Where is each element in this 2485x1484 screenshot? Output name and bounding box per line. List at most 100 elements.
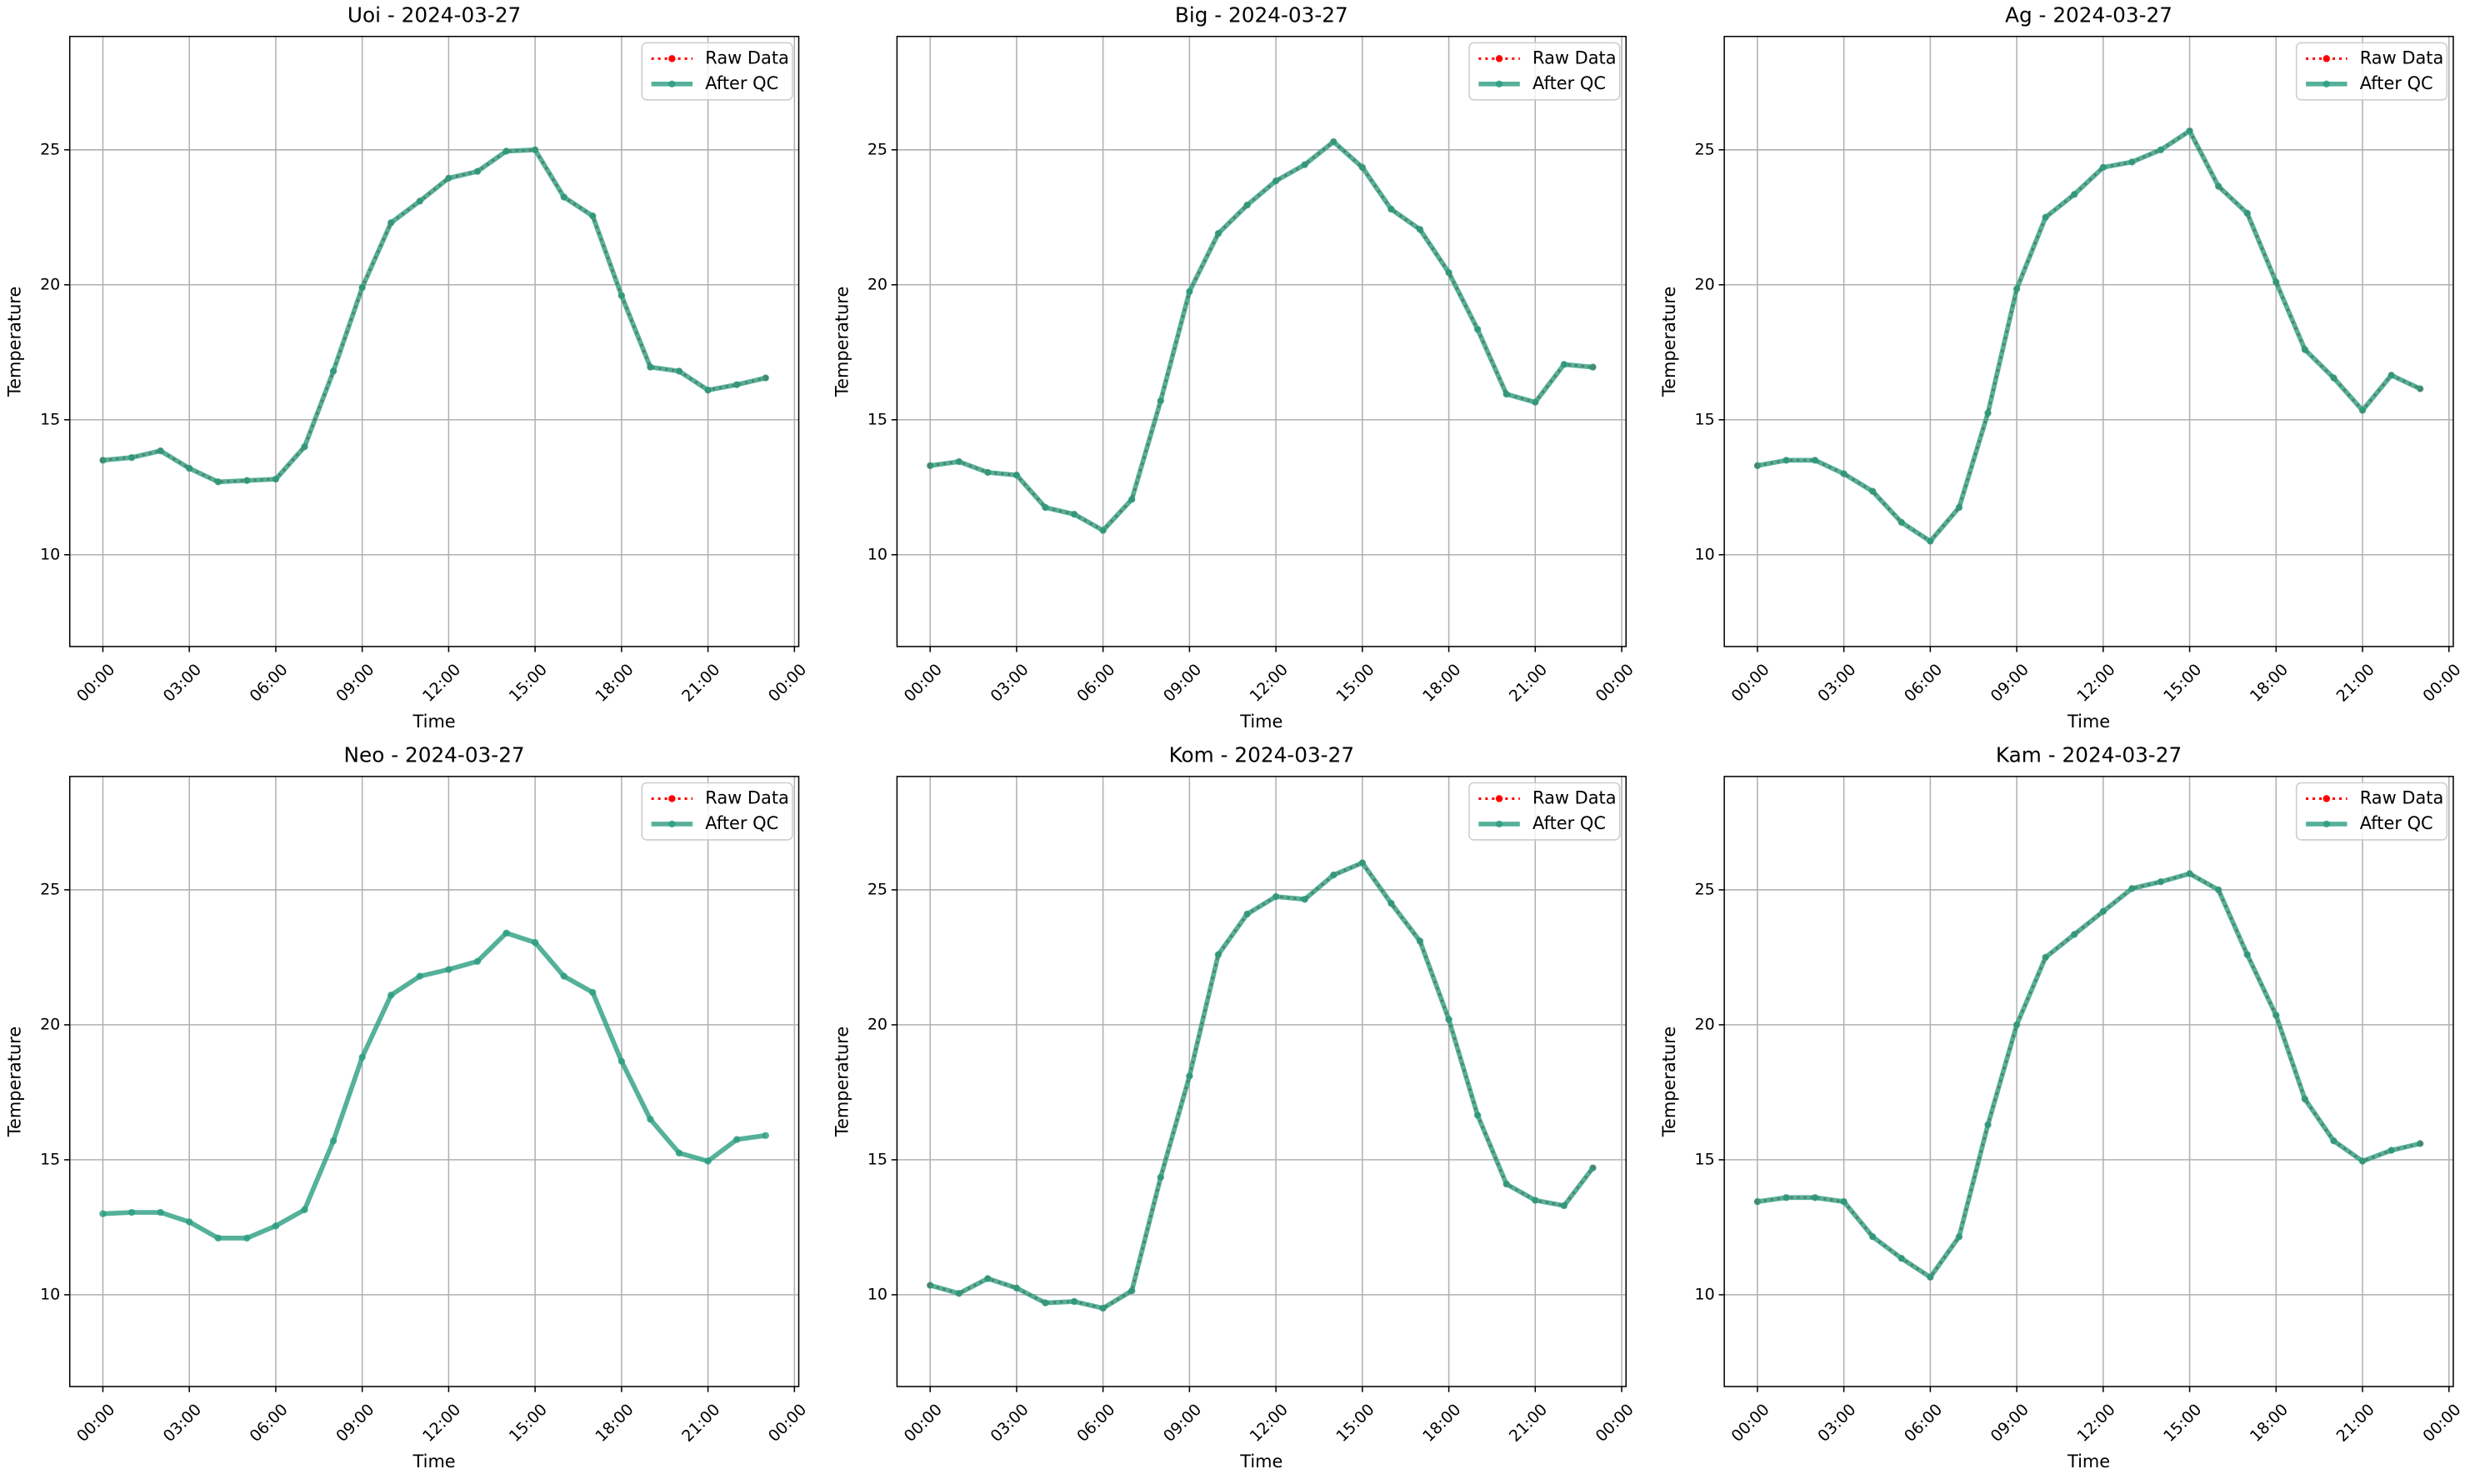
x-tick-label: 03:00 (160, 661, 205, 706)
y-axis-label: Temperature (832, 287, 852, 397)
x-tick-label: 18:00 (592, 661, 637, 706)
data-point (1388, 205, 1395, 213)
data-point (99, 457, 107, 464)
data-point (1445, 269, 1452, 277)
subplot-title: Kom - 2024-03-27 (1169, 743, 1354, 767)
plot-frame (1723, 776, 2454, 1387)
data-point (214, 478, 222, 486)
plot-frame (896, 35, 1627, 647)
data-point (1272, 892, 1280, 901)
x-tick-label: 00:00 (765, 661, 810, 706)
data-point (704, 386, 712, 394)
y-tick-label: 10 (868, 1285, 888, 1303)
legend-label: After QC (1532, 813, 1606, 833)
data-point (560, 193, 568, 201)
y-tick-label: 15 (1695, 1150, 1715, 1168)
subplot-title: Kam - 2024-03-27 (1996, 743, 2182, 767)
data-point (762, 1132, 769, 1139)
x-tick-label: 21:00 (1506, 1401, 1551, 1446)
data-point (2012, 1021, 2021, 1029)
x-tick-label: 15:00 (1332, 661, 1378, 706)
data-point (1782, 457, 1790, 464)
data-point (955, 457, 962, 466)
plot-frame (68, 776, 800, 1387)
x-tick-label: 06:00 (1901, 1401, 1946, 1446)
data-point (762, 374, 769, 382)
data-point (243, 1234, 251, 1242)
subplot-title: Ag - 2024-03-27 (2005, 3, 2172, 27)
data-line (929, 139, 1593, 533)
data-point (1243, 910, 1251, 918)
data-point (243, 477, 251, 484)
data-point (2330, 1137, 2338, 1145)
data-point (1301, 161, 1308, 168)
x-tick-label: 00:00 (765, 1401, 810, 1446)
data-point (2157, 146, 2165, 153)
data-point (99, 1210, 107, 1217)
data-point (301, 1206, 308, 1214)
data-point (1388, 899, 1395, 907)
x-tick-label: 09:00 (1160, 1401, 1205, 1446)
y-axis-label: Temperature (5, 1027, 25, 1137)
plot-area (69, 36, 799, 647)
y-tick-label: 25 (40, 880, 60, 898)
data-point (926, 462, 934, 470)
y-tick-label: 10 (1695, 1285, 1715, 1303)
x-tick-label: 09:00 (332, 661, 378, 706)
x-axis-label: Time (2067, 712, 2110, 732)
data-point (2128, 158, 2136, 166)
data-point (1330, 137, 1338, 146)
data-point (1955, 1233, 1963, 1241)
data-line (102, 930, 767, 1241)
data-point (1012, 1284, 1021, 1292)
data-point (388, 992, 395, 999)
x-tick-label: 03:00 (1814, 661, 1859, 706)
data-point (984, 1275, 992, 1282)
data-point (1330, 871, 1338, 879)
data-point (1358, 163, 1367, 172)
data-point (1753, 462, 1762, 470)
x-axis-label: Time (412, 712, 456, 732)
data-point (1272, 177, 1280, 185)
legend-marker (2322, 795, 2330, 802)
data-point (1128, 1287, 1136, 1295)
data-point (473, 957, 482, 965)
data-point (2214, 182, 2222, 190)
data-point (2243, 209, 2251, 217)
data-point (2071, 931, 2078, 938)
subplot: 00:00 03:00 06:00 09:00 12:00 15:00 18:00 21:00… (832, 743, 1637, 1472)
data-point (1589, 363, 1597, 371)
x-tick-label: 12:00 (419, 661, 464, 706)
data-point (445, 966, 452, 973)
x-tick-label: 09:00 (1160, 661, 1205, 706)
legend-label: Raw Data (2360, 47, 2444, 67)
x-tick-label: 09:00 (1988, 661, 2032, 706)
data-point (704, 1157, 712, 1165)
y-tick-label: 20 (1695, 275, 1715, 293)
y-axis-label: Temperature (832, 1027, 852, 1137)
x-tick-label: 15:00 (2160, 1401, 2205, 1446)
data-point (1157, 1173, 1164, 1182)
data-point (1416, 226, 1424, 233)
x-tick-label: 18:00 (1419, 661, 1464, 706)
plot-frame (1723, 35, 2454, 647)
data-point (1012, 472, 1021, 479)
data-point (1099, 1304, 1107, 1312)
data-point (2416, 1140, 2424, 1147)
x-axis-label: Time (2067, 1452, 2110, 1472)
x-tick-label: 00:00 (1592, 1401, 1638, 1446)
x-tick-label: 12:00 (419, 1401, 464, 1446)
data-point (1589, 1164, 1597, 1172)
data-point (358, 283, 366, 292)
data-line (1757, 128, 2422, 544)
legend-label: Raw Data (1532, 787, 1617, 807)
x-tick-label: 00:00 (73, 1401, 118, 1446)
data-point (186, 1218, 193, 1226)
data-point (1214, 951, 1222, 958)
legend-marker (668, 795, 676, 802)
subplot: 00:00 03:00 06:00 09:00 12:00 15:00 18:00 21:00… (832, 3, 1637, 732)
x-tick-label: 06:00 (246, 661, 291, 706)
y-tick-label: 20 (868, 1015, 888, 1033)
y-tick-label: 15 (868, 410, 888, 428)
x-tick-label: 09:00 (1988, 1401, 2032, 1446)
